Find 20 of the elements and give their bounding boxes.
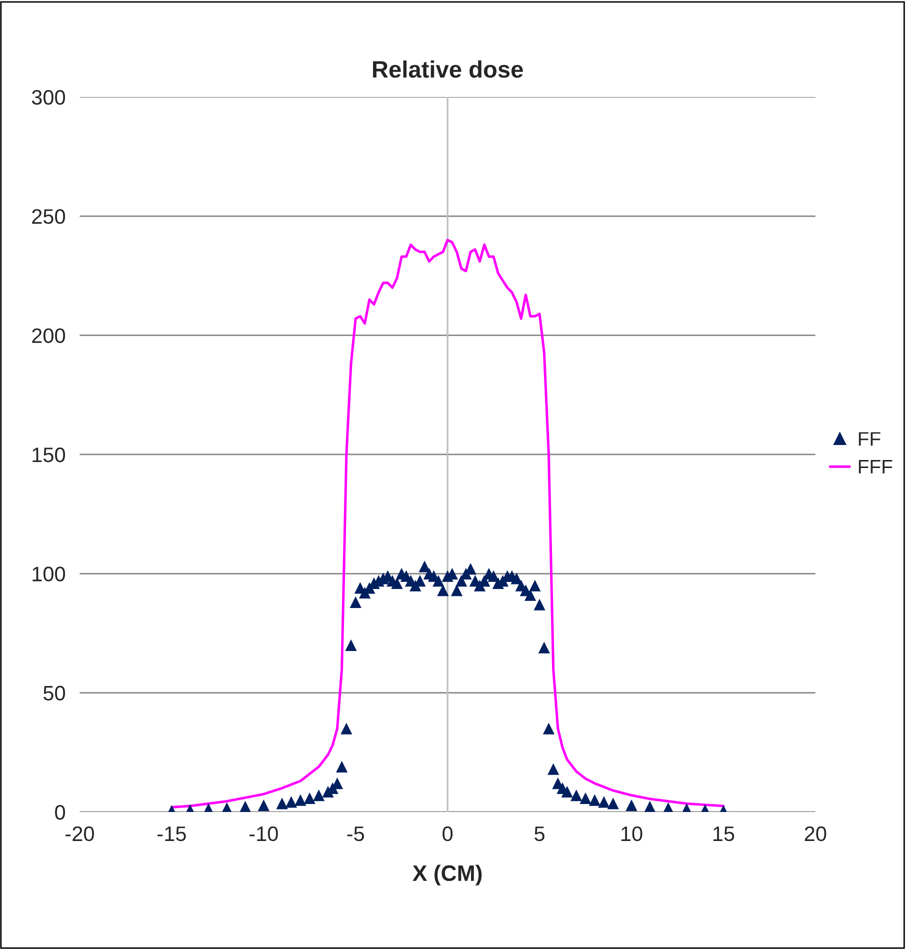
legend-label: FFF: [858, 460, 892, 474]
x-tick-label: -15: [158, 826, 186, 842]
x-tick-label: 5: [534, 826, 544, 842]
x-tick-label: -5: [347, 826, 364, 842]
x-tick-label: 10: [621, 826, 642, 842]
y-tick-label: 300: [32, 90, 66, 105]
x-axis-title: X (CM): [412, 864, 482, 886]
y-tick-label: 200: [32, 328, 66, 344]
y-tick-label: 50: [44, 686, 66, 701]
y-tick-label: 100: [32, 566, 66, 582]
legend-label: FF: [858, 432, 880, 446]
x-tick-label: 20: [804, 826, 826, 842]
x-tick-label: 15: [713, 826, 734, 842]
x-tick-label: -20: [66, 826, 94, 842]
chart-title: Relative dose: [373, 60, 523, 78]
x-tick-label: -10: [250, 826, 278, 842]
x-tick-label: 0: [442, 826, 453, 842]
y-tick-label: 0: [55, 804, 66, 820]
y-tick-label: 250: [32, 209, 66, 224]
y-tick-label: 150: [32, 447, 66, 462]
